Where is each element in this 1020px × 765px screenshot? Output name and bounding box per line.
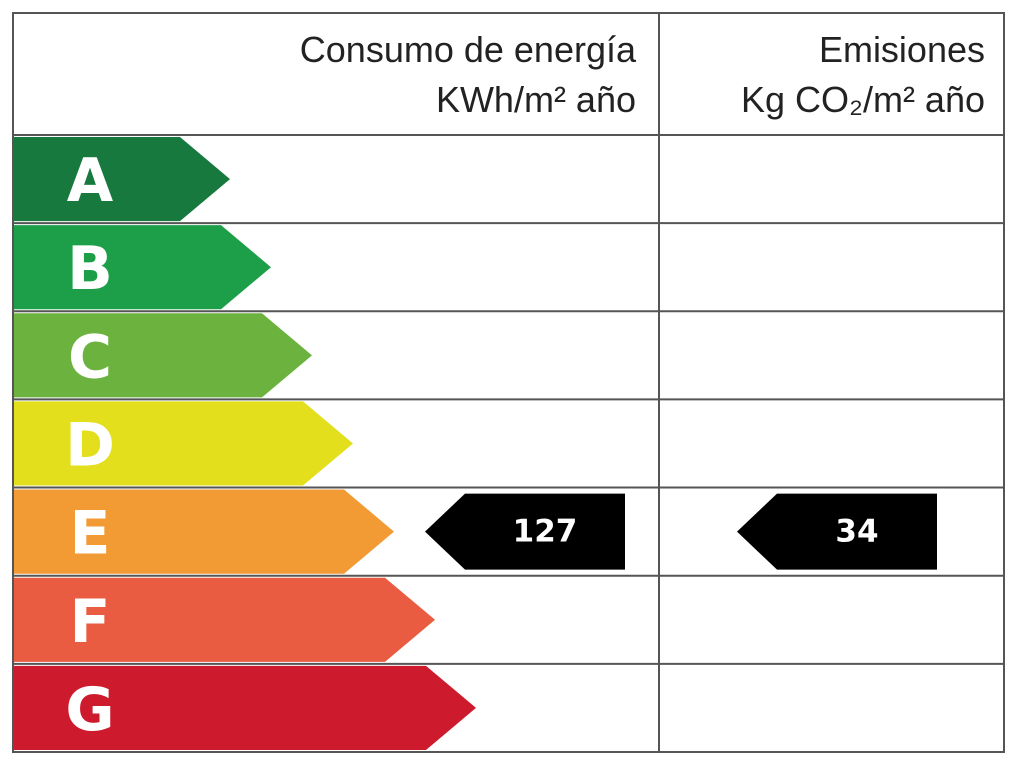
- emissions-indicator: [737, 493, 937, 570]
- emissions-title: Emisiones: [819, 29, 985, 70]
- energy-indicator: [425, 493, 625, 570]
- emissions-indicator-label: 34: [835, 514, 878, 550]
- class-letter: C: [68, 322, 112, 392]
- emissions-unit: Kg CO₂/m² año: [741, 79, 985, 120]
- class-letter: E: [70, 499, 111, 569]
- class-arrow: [14, 577, 435, 662]
- class-letter: B: [67, 234, 113, 304]
- class-arrow: [14, 489, 394, 574]
- class-letter: A: [67, 146, 114, 216]
- energy-title: Consumo de energía: [300, 29, 637, 70]
- class-letter: D: [65, 410, 115, 480]
- energy-indicator-label: 127: [513, 514, 578, 550]
- class-arrow: [14, 225, 271, 310]
- class-letter: F: [70, 587, 111, 657]
- class-arrow: [14, 401, 353, 486]
- class-arrow: [14, 137, 230, 222]
- table-border: [12, 12, 1005, 753]
- energy-unit: KWh/m² año: [436, 79, 636, 120]
- class-letter: G: [65, 675, 114, 745]
- class-arrow: [14, 313, 312, 398]
- class-arrow: [14, 665, 476, 750]
